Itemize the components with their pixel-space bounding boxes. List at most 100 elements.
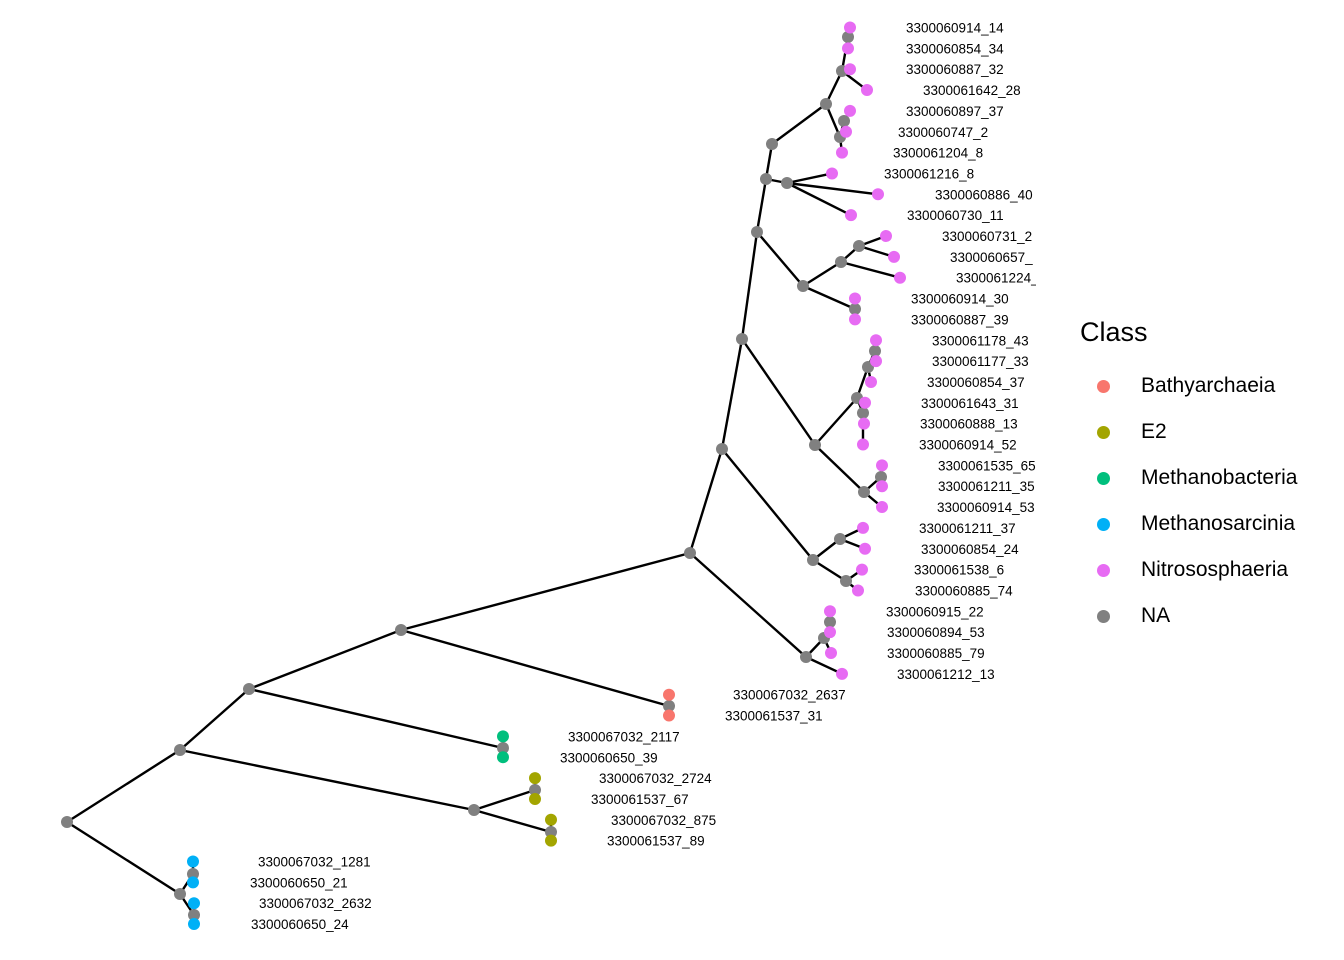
tip-label: 3300060914_52 bbox=[919, 438, 1017, 453]
internal-node bbox=[842, 31, 854, 43]
tip-label: 3300067032_2632 bbox=[259, 896, 372, 911]
tree-branch bbox=[720, 447, 815, 562]
tree-branches bbox=[65, 26, 902, 926]
tip-label: 3300060914_53 bbox=[937, 500, 1035, 515]
tip-point bbox=[849, 292, 861, 305]
tip-label: 3300060747_2 bbox=[898, 125, 988, 140]
tip-label: 3300067032_1281 bbox=[258, 855, 371, 870]
tip-label: 3300060887_32 bbox=[906, 62, 1004, 77]
tip-label: 3300060885_74 bbox=[915, 583, 1013, 598]
tip-point bbox=[840, 125, 852, 138]
tree-branch bbox=[399, 628, 671, 708]
tree-branch bbox=[178, 748, 476, 812]
tip-point bbox=[529, 792, 541, 805]
tip-point bbox=[859, 542, 871, 555]
legend-label: Methanobacteria bbox=[1141, 466, 1298, 489]
tip-point bbox=[849, 313, 861, 326]
tree-tips bbox=[187, 21, 906, 931]
internal-node bbox=[684, 547, 696, 559]
tip-label: 3300060657_ bbox=[950, 250, 1033, 265]
tree-branch bbox=[755, 177, 768, 234]
legend-dot bbox=[1097, 564, 1110, 577]
tip-label: 3300061177_33 bbox=[932, 354, 1029, 369]
tip-label: 3300060914_14 bbox=[906, 21, 1004, 36]
tree-branch bbox=[770, 102, 828, 146]
tip-point bbox=[497, 751, 509, 764]
internal-node bbox=[858, 486, 870, 498]
tip-point bbox=[876, 501, 888, 514]
internal-node bbox=[188, 909, 200, 921]
tip-point bbox=[826, 167, 838, 180]
internal-node bbox=[797, 280, 809, 292]
tip-point bbox=[497, 730, 509, 743]
tree-branch bbox=[688, 447, 724, 555]
tree-branch bbox=[857, 244, 896, 259]
tip-label: 3300061537_89 bbox=[607, 834, 705, 849]
tip-point bbox=[545, 813, 557, 826]
legend-dot bbox=[1097, 380, 1110, 393]
tip-label: 3300061212_13 bbox=[897, 667, 995, 682]
internal-node bbox=[187, 868, 199, 880]
internal-node bbox=[849, 303, 861, 315]
tip-label: 3300061178_43 bbox=[932, 333, 1029, 348]
tip-label: 3300061535_65 bbox=[938, 458, 1036, 473]
internal-node bbox=[760, 173, 772, 185]
tip-point bbox=[858, 417, 870, 430]
tree-nodes bbox=[61, 31, 887, 921]
tip-point bbox=[187, 876, 199, 889]
tip-point bbox=[870, 355, 882, 368]
tip-label: 3300061643_31 bbox=[921, 396, 1019, 411]
tip-point bbox=[872, 188, 884, 201]
tip-label: 3300060730_11 bbox=[907, 208, 1004, 223]
tip-point bbox=[856, 563, 868, 576]
tip-point bbox=[663, 709, 675, 722]
internal-node bbox=[395, 624, 407, 636]
tip-point bbox=[876, 480, 888, 493]
tip-point bbox=[842, 42, 854, 55]
tip-label: 3300060897_37 bbox=[906, 104, 1004, 119]
tip-label: 3300060854_37 bbox=[927, 375, 1025, 390]
tip-labels: 3300060914_14 3300060854_34 3300060887_32 3… bbox=[250, 21, 1036, 933]
tip-label: 3300061537_31 bbox=[725, 709, 823, 724]
tree-branch bbox=[65, 748, 182, 824]
legend-dot bbox=[1097, 610, 1110, 623]
tip-label: 3300060885_79 bbox=[887, 646, 985, 661]
tip-label: 3300060854_24 bbox=[921, 542, 1019, 557]
tree-branch bbox=[785, 181, 853, 217]
tip-point bbox=[188, 918, 200, 931]
internal-node bbox=[800, 651, 812, 663]
tip-point bbox=[880, 230, 892, 242]
internal-node bbox=[468, 804, 480, 816]
legend-label: Methanosarcinia bbox=[1141, 512, 1296, 535]
tree-branch bbox=[247, 628, 403, 691]
legend-item: E2 bbox=[1080, 412, 1167, 458]
tree-branch bbox=[472, 788, 537, 812]
tip-label: 3300060888_13 bbox=[920, 417, 1018, 432]
tip-label: 3300060650_21 bbox=[250, 875, 348, 890]
legend-items: Bathyarchaeia E2 Methanobacteria Methanosar… bbox=[1080, 366, 1297, 642]
internal-node bbox=[853, 240, 865, 252]
tree-branch bbox=[178, 687, 251, 752]
tip-point bbox=[825, 647, 837, 659]
tip-point bbox=[865, 375, 877, 388]
tree-branch bbox=[811, 558, 848, 583]
internal-node bbox=[857, 407, 869, 419]
tip-point bbox=[824, 605, 836, 618]
tip-point bbox=[188, 897, 200, 910]
tree-branch bbox=[801, 284, 857, 311]
tip-label: 3300061537_67 bbox=[591, 792, 689, 807]
legend-item: Nitrososphaeria bbox=[1080, 550, 1288, 596]
tip-point bbox=[663, 688, 675, 701]
tip-point bbox=[844, 63, 856, 76]
tree-branch bbox=[785, 172, 834, 185]
legend-dot bbox=[1097, 518, 1110, 531]
legend-item: Bathyarchaeia bbox=[1080, 366, 1275, 412]
internal-node bbox=[736, 333, 748, 345]
legend-item: Methanosarcinia bbox=[1080, 504, 1295, 550]
internal-node bbox=[809, 439, 821, 451]
legend-title: Class bbox=[1080, 317, 1148, 347]
tip-point bbox=[836, 146, 848, 159]
tree-branch bbox=[399, 551, 692, 632]
tree-branch bbox=[740, 230, 759, 341]
tip-label: 3300061216_8 bbox=[884, 166, 974, 181]
